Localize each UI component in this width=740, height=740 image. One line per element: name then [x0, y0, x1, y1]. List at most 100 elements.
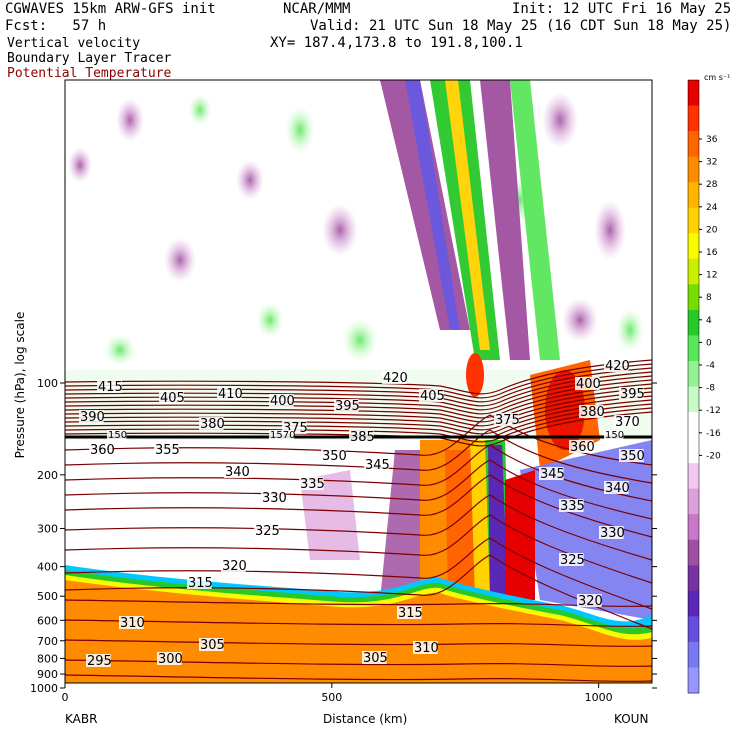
contour-label: 385: [350, 430, 375, 445]
contour-label-bg: [221, 559, 246, 572]
contour-label: 320: [578, 594, 603, 609]
x-left-endpoint: KABR: [65, 712, 98, 726]
colorbar-swatch: [688, 488, 699, 515]
contour-label-bg: [269, 394, 294, 407]
colorbar-tick-label: 8: [706, 293, 712, 303]
contour-label: 305: [363, 651, 388, 666]
y-tick-label: 600: [37, 614, 58, 627]
cross-section-coords: XY= 187.4,173.8 to 191.8,100.1: [270, 35, 523, 51]
contour-label-bg: [619, 387, 644, 400]
contour-label: 315: [188, 576, 213, 591]
org-title: NCAR/MMM: [283, 1, 351, 17]
contour-label-bg: [614, 415, 639, 428]
colorbar-tick-label: -12: [706, 406, 721, 416]
contour-label-bg: [619, 449, 644, 462]
contour-label-bg: [254, 524, 279, 537]
contour-label: 350: [322, 449, 347, 464]
field-boundary-layer-tracer: Boundary Layer Tracer: [7, 51, 172, 66]
theta-contour: [65, 619, 652, 628]
contour-label-bg: [119, 616, 144, 629]
x-right-endpoint: KOUN: [614, 712, 649, 726]
y-tick-label: 400: [37, 561, 58, 574]
contour-label: 345: [540, 467, 565, 482]
contour-label: 360: [570, 440, 595, 455]
colorbar-swatch: [688, 258, 699, 285]
contour-label: 360: [90, 443, 115, 458]
contour-label-bg: [575, 377, 600, 390]
contour-label: 355: [155, 443, 180, 458]
contour-label-bg: [199, 417, 224, 430]
contour-label: 305: [200, 638, 225, 653]
colorbar-swatch: [688, 437, 699, 464]
colorbar-swatch: [688, 463, 699, 490]
contour-labels: 415 405 410 400 420 395 405 400 420 395 390 380 375 3…: [79, 359, 645, 669]
colorbar-tick-label: -16: [706, 429, 721, 439]
contour-label: 295: [87, 654, 112, 669]
colorbar-swatch: [688, 182, 699, 209]
colorbar-tick-label: -8: [706, 384, 715, 394]
contour-label: 390: [80, 410, 105, 425]
contour-label: 420: [605, 359, 630, 374]
contour-label-bg: [86, 654, 111, 667]
theta-contour: [65, 474, 652, 538]
colorbar-tick-label: 36: [706, 135, 718, 145]
colorbar-frame: [687, 79, 700, 694]
init-time: Init: 12 UTC Fri 16 May 25: [512, 1, 732, 17]
theta-contour: [65, 414, 652, 466]
contour-label-bg: [224, 465, 249, 478]
contour-label: 330: [600, 526, 625, 541]
contour-label-bg: [599, 526, 624, 539]
theta-contour: [65, 459, 652, 520]
y-axis-label: Pressure (hPa), log scale: [13, 311, 27, 459]
contour-label-bg: [397, 606, 422, 619]
contour-label-bg: [604, 359, 629, 372]
theta-contour: [65, 429, 652, 484]
theta-contour: [65, 674, 652, 683]
colorbar-swatch: [688, 514, 699, 541]
contour-label: 420: [383, 371, 408, 386]
theta-contour: [65, 359, 652, 395]
contour-label-bg: [604, 430, 624, 440]
contour-label-bg: [321, 449, 346, 462]
contour-label-bg: [217, 387, 242, 400]
colorbar: 36 32 28 24 20 16 12 8 4 0 -4 -8 -12 -16 -20: [687, 79, 721, 694]
theta-contour: [65, 387, 652, 423]
contour-label: 405: [160, 391, 185, 406]
contour-label: 340: [225, 465, 250, 480]
contour-label-bg: [157, 652, 182, 665]
contour-label-bg: [154, 443, 179, 456]
y-tick-label: 300: [37, 523, 58, 536]
colorbar-swatch: [688, 80, 699, 107]
contour-label: 1570: [270, 430, 295, 441]
contour-label: 415: [98, 380, 123, 395]
theta-contour: [65, 379, 652, 415]
x-tick-label: 500: [321, 691, 342, 704]
colorbar-swatch: [688, 207, 699, 234]
y-tick-label: 100: [37, 377, 58, 390]
contour-label-bg: [604, 481, 629, 494]
contour-label: 370: [615, 415, 640, 430]
y-tick-label: 700: [37, 635, 58, 648]
contour-label-bg: [89, 443, 114, 456]
contour-label-bg: [577, 594, 602, 607]
contour-label-bg: [569, 440, 594, 453]
model-title: CGWAVES 15km ARW-GFS init: [5, 1, 216, 17]
contour-label-bg: [79, 410, 104, 423]
y-tick-label: 800: [37, 652, 58, 665]
colorbar-swatch: [688, 335, 699, 362]
colorbar-swatch: [688, 386, 699, 413]
y-tick-label: 1000: [30, 682, 58, 695]
colorbar-tick-label: 20: [706, 225, 718, 235]
contour-label-bg: [187, 576, 212, 589]
x-tick-label: 1000: [585, 691, 613, 704]
contour-label: 400: [576, 377, 601, 392]
contour-label: 375: [495, 413, 520, 428]
contour-label-bg: [419, 389, 444, 402]
contour-label-bg: [559, 553, 584, 566]
colorbar-tick-label: -20: [706, 451, 721, 461]
contour-label: 310: [414, 641, 439, 656]
contour-label: 405: [420, 389, 445, 404]
colorbar-swatch: [688, 309, 699, 336]
contour-label-bg: [107, 430, 127, 440]
contour-label: 320: [222, 559, 247, 574]
